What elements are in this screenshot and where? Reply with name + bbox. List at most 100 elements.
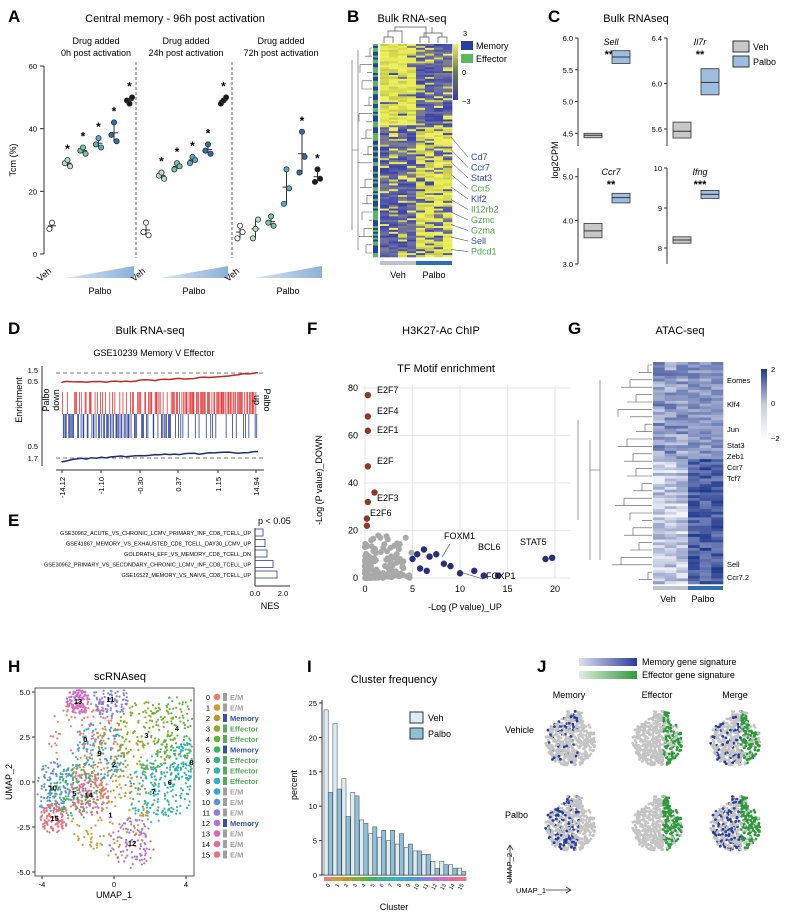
umap-cell	[121, 770, 124, 773]
heatmap-g-cell	[664, 448, 677, 452]
row-annotation-cell	[373, 247, 378, 250]
a-significance-star: *	[65, 142, 70, 156]
umap-cell	[140, 776, 143, 779]
heatmap-b-cell	[416, 107, 426, 111]
umap-cell	[52, 768, 55, 771]
heatmap-b-cell	[443, 73, 453, 76]
umap-cell	[86, 742, 89, 745]
heatmap-b-cell	[389, 189, 399, 192]
umap-cell	[80, 701, 83, 704]
heatmap-g-cell	[699, 464, 712, 468]
heatmap-b-cell	[425, 125, 435, 128]
umap-cell	[150, 755, 154, 758]
heatmap-b-cell	[425, 237, 435, 240]
umap-cell	[84, 775, 87, 778]
heatmap-b-cell	[407, 146, 417, 149]
j-umap-cell	[680, 740, 684, 744]
heatmap-b-cell	[434, 61, 444, 64]
heatmap-b-cell	[407, 107, 417, 111]
heatmap-b-cell	[407, 140, 417, 144]
umap-cell	[143, 842, 146, 845]
heatmap-b-cell	[398, 210, 408, 213]
row-annotation-cell	[373, 222, 378, 225]
heatmap-b-cell	[443, 115, 453, 118]
heatmap-b-cell	[416, 94, 426, 97]
heatmap-b-colorscale	[453, 44, 458, 100]
heatmap-b-cell	[389, 167, 399, 171]
umap-cell	[45, 788, 48, 792]
umap-cell	[85, 728, 88, 731]
umap-cell	[175, 706, 178, 709]
umap-cell	[90, 841, 93, 844]
umap-cell	[50, 772, 53, 775]
row-annotation-cell	[373, 227, 378, 231]
c-box-veh	[672, 121, 692, 139]
heatmap-b-cell	[398, 115, 408, 118]
umap-cell	[100, 746, 103, 749]
umap-cell	[89, 752, 92, 755]
j-umap-cell	[560, 717, 564, 721]
heatmap-b-cell	[434, 92, 444, 95]
j-umap-cell	[559, 745, 563, 749]
umap-cell	[188, 774, 191, 777]
umap-cell	[109, 689, 112, 692]
umap-cell	[174, 715, 178, 719]
j-umap-cell	[592, 736, 596, 740]
heatmap-b-cell	[398, 226, 408, 229]
f-leader	[441, 543, 451, 558]
umap-cell	[122, 828, 125, 831]
nes-gene-set-label: GSE30962_ACUTE_VS_CHRONIC_LCMV_PRIMARY_I…	[60, 531, 251, 537]
heatmap-g-cell	[688, 536, 700, 540]
i-bar-palbo	[452, 867, 458, 876]
heatmap-g-cell	[653, 461, 665, 465]
heatmap-g-cell	[688, 561, 700, 565]
heatmap-b-cell	[407, 152, 417, 155]
heatmap-b-cell	[389, 115, 399, 118]
umap-cell	[144, 709, 147, 712]
umap-cell	[99, 722, 102, 725]
heatmap-g-cell	[676, 567, 689, 571]
heatmap-b-cell	[407, 218, 417, 221]
umap-cell	[65, 812, 68, 815]
umap-cell	[111, 780, 114, 783]
heatmap-b-cell	[380, 241, 390, 244]
i-bar-veh	[412, 850, 418, 876]
heatmap-g-cell	[664, 492, 677, 496]
gene-label-gzmc: Gzmc	[471, 215, 495, 225]
heatmap-g-cell	[664, 525, 677, 529]
heatmap-b-cell	[443, 140, 453, 144]
a-point	[207, 150, 214, 157]
umap-cell	[80, 704, 83, 708]
heatmap-g-cell	[676, 362, 689, 366]
umap-cell	[72, 711, 75, 714]
a-ytick-label: 60	[29, 62, 37, 71]
umap-cell	[182, 721, 185, 725]
heatmap-b-cell	[416, 105, 426, 109]
heatmap-b-cell	[416, 196, 426, 200]
heatmap-b-cell	[443, 196, 453, 200]
heatmap-b-cell	[398, 167, 408, 171]
j-umap-cell	[659, 725, 662, 729]
heatmap-b-cell	[380, 158, 390, 161]
i-xtick-label: 0	[325, 883, 332, 889]
umap-cell	[74, 706, 77, 709]
heatmap-b-cell	[425, 117, 435, 120]
heatmap-b-cell	[398, 239, 408, 242]
cluster-legend-label: E/M	[230, 809, 243, 818]
umap-cell	[170, 717, 173, 720]
heatmap-b-cell	[416, 231, 426, 235]
i-cluster-color	[341, 877, 351, 881]
heatmap-b-cell	[380, 96, 390, 99]
heatmap-b-cell	[398, 220, 408, 223]
umap-cell	[71, 790, 74, 793]
umap-cell	[157, 738, 160, 741]
umap-cell	[120, 786, 123, 789]
umap-cell	[70, 769, 73, 772]
heatmap-b-cell	[398, 165, 408, 169]
j-umap-cell	[567, 716, 570, 720]
umap-cell	[91, 795, 94, 798]
cluster-legend-bar	[223, 777, 227, 785]
heatmap-b-gene-labels: Cd7Ccr7Stat3Ccr5Klf2Il12rb2GzmcGzmaSellP…	[450, 136, 499, 257]
umap-cell	[53, 715, 56, 718]
